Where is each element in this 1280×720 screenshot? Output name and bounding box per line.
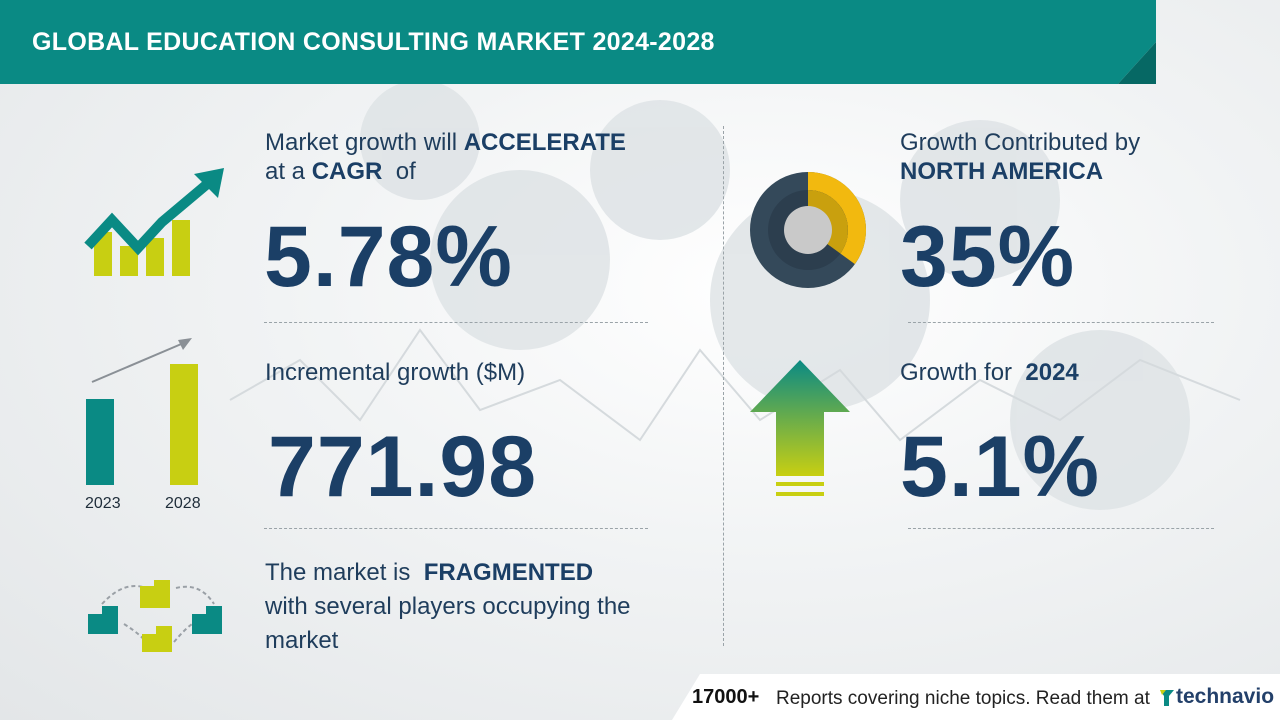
cagr-value: 5.78% [264,209,513,305]
region-label: Growth Contributed by [900,129,1141,156]
footer-text: Reports covering niche topics. Read them… [776,688,1150,709]
column-separator [723,126,724,646]
incremental-label: Incremental growth ($M) [265,359,526,386]
divider [908,322,1214,323]
divider [908,528,1214,529]
market-line2: with several players occupying the [265,593,631,620]
page-title: GLOBAL EDUCATION CONSULTING MARKET 2024-… [32,28,715,56]
yoy-label: Growth for 2024 [900,359,1079,386]
divider [264,322,648,323]
yoy-value: 5.1% [900,419,1101,515]
incremental-value: 771.98 [268,419,538,515]
cagr-line2: at a CAGR of [265,158,416,185]
trend-up-arrow-icon [84,168,224,276]
region-value: 35% [900,209,1076,305]
technavio-logo-icon [1160,690,1174,706]
header-banner [0,0,1156,84]
region-name: NORTH AMERICA [900,158,1104,185]
cagr-line1: Market growth will ACCELERATE [265,129,626,156]
donut-share-icon [750,172,866,288]
market-line3: market [265,627,339,654]
footer-bar [672,674,1280,720]
divider [264,528,648,529]
bar-compare-icon [86,338,198,485]
bar-year-end: 2028 [165,495,201,512]
report-count: 17000+ [692,686,760,708]
brand-link[interactable]: technavio [1176,685,1275,708]
up-arrow-icon [750,360,850,496]
market-line1: The market is FRAGMENTED [265,559,594,586]
buildings-network-icon [88,580,222,652]
bar-year-start: 2023 [85,495,121,512]
